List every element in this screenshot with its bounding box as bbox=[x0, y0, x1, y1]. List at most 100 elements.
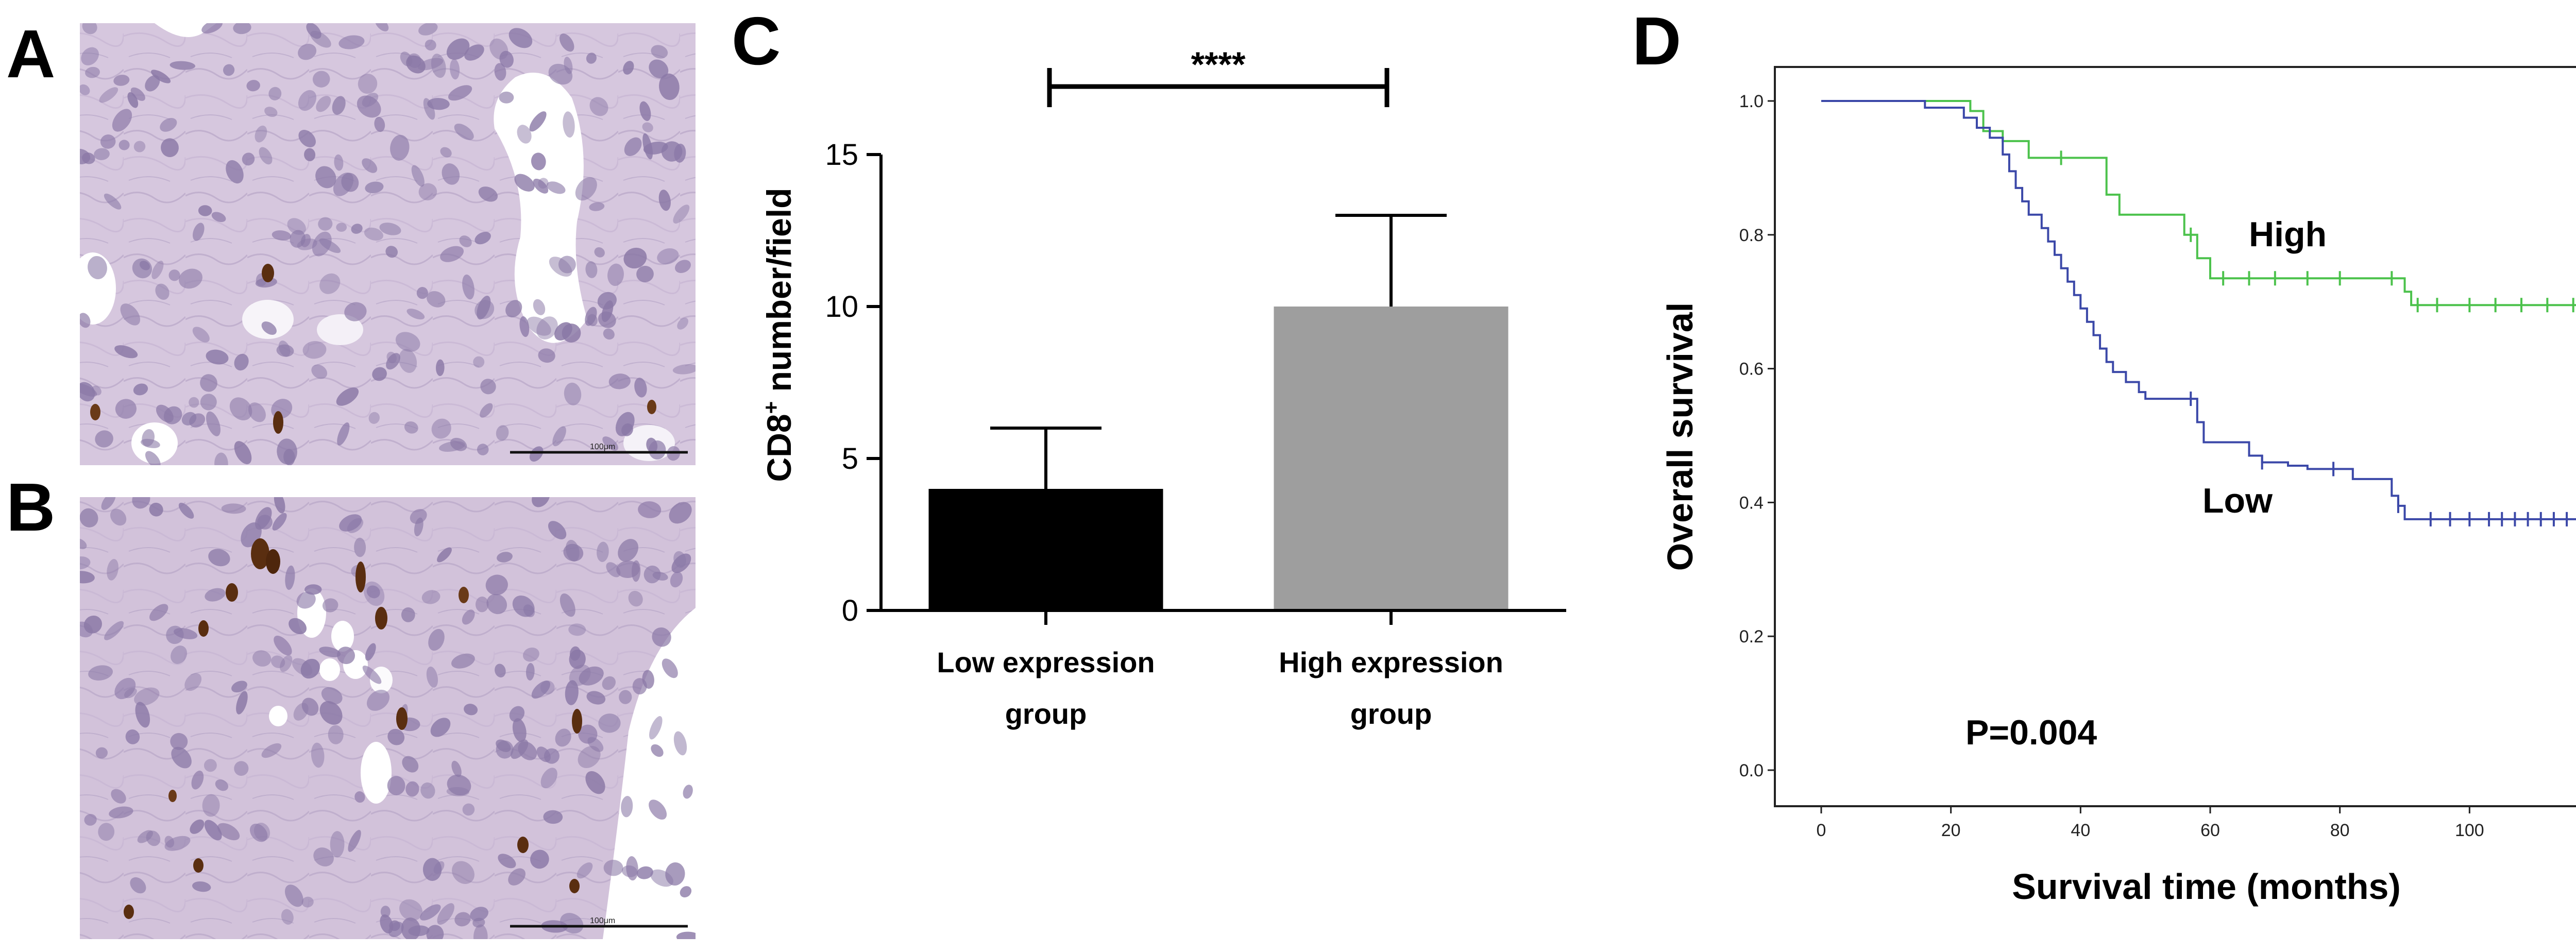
nucleus bbox=[399, 349, 417, 373]
nucleus bbox=[634, 378, 647, 398]
nucleus bbox=[538, 348, 555, 363]
nucleus bbox=[208, 549, 230, 567]
bar-series bbox=[928, 307, 1509, 610]
nucleus bbox=[639, 101, 651, 121]
nucleus bbox=[261, 321, 277, 335]
nucleus bbox=[585, 261, 598, 278]
nucleus bbox=[401, 607, 415, 622]
micrograph-b-lumen bbox=[603, 608, 696, 939]
nucleus bbox=[470, 907, 488, 922]
nucleus bbox=[623, 61, 634, 75]
nucleus bbox=[313, 847, 334, 866]
category-label-0-line-1: group bbox=[1005, 698, 1087, 730]
nucleus bbox=[261, 743, 282, 758]
nucleus bbox=[586, 53, 597, 64]
nucleus bbox=[643, 565, 661, 584]
nucleus bbox=[312, 71, 330, 88]
nucleus bbox=[319, 273, 341, 294]
y-tick-label-1: 5 bbox=[842, 442, 858, 475]
km-x-tick-label-2: 40 bbox=[2071, 821, 2090, 840]
nucleus bbox=[517, 125, 532, 144]
nucleus bbox=[427, 98, 450, 110]
nucleus bbox=[621, 796, 633, 818]
nucleus bbox=[88, 256, 107, 280]
stained-cell bbox=[647, 400, 656, 414]
nucleus bbox=[311, 742, 325, 768]
nucleus bbox=[586, 691, 606, 705]
nucleus bbox=[418, 23, 438, 36]
nucleus bbox=[527, 316, 551, 336]
nucleus bbox=[252, 650, 272, 667]
nucleus bbox=[440, 147, 452, 158]
nucleus bbox=[315, 166, 336, 189]
nucleus bbox=[298, 44, 317, 60]
nucleus bbox=[451, 760, 462, 777]
nucleus bbox=[202, 794, 220, 817]
nucleus bbox=[442, 163, 460, 185]
nucleus bbox=[161, 138, 179, 157]
nucleus bbox=[649, 59, 669, 79]
nucleus bbox=[485, 574, 508, 596]
y-axis-title-main: CD8 bbox=[760, 414, 798, 482]
micrograph-b-vacuole bbox=[269, 706, 287, 726]
nucleus bbox=[454, 912, 471, 927]
survival-y-axis-title: Overall survival bbox=[1660, 302, 1700, 571]
nucleus bbox=[316, 96, 331, 112]
nucleus bbox=[380, 914, 394, 934]
nucleus bbox=[83, 615, 102, 634]
nucleus bbox=[374, 116, 385, 132]
nucleus bbox=[114, 677, 136, 700]
nucleus bbox=[84, 814, 97, 826]
nucleus bbox=[191, 770, 204, 790]
nucleus bbox=[80, 538, 87, 549]
nucleus bbox=[598, 713, 621, 733]
nucleus bbox=[120, 303, 141, 326]
nucleus bbox=[337, 647, 355, 665]
nucleus bbox=[540, 680, 555, 695]
nucleus bbox=[133, 383, 148, 396]
nucleus bbox=[452, 861, 474, 884]
nucleus bbox=[401, 917, 421, 939]
nucleus bbox=[217, 823, 240, 841]
nucleus bbox=[284, 885, 303, 907]
panel-b-letter: B bbox=[6, 469, 55, 545]
nucleus bbox=[145, 75, 160, 92]
stained-cell bbox=[273, 411, 283, 434]
km-y-tick-label-4: 0.8 bbox=[1739, 226, 1764, 245]
nucleus bbox=[255, 507, 272, 530]
stained-cell bbox=[226, 583, 238, 602]
category-label-1-line-1: group bbox=[1350, 698, 1432, 730]
nucleus bbox=[416, 287, 428, 299]
nucleus bbox=[497, 552, 513, 563]
nucleus bbox=[151, 261, 164, 279]
nucleus bbox=[206, 411, 221, 436]
micrograph-b-nuclei bbox=[80, 497, 696, 939]
micrograph-a-vacuole bbox=[317, 314, 363, 345]
nucleus bbox=[114, 345, 138, 359]
nucleus bbox=[496, 739, 511, 752]
nucleus bbox=[496, 425, 509, 441]
nucleus bbox=[533, 299, 546, 315]
nucleus bbox=[568, 623, 586, 636]
nucleus bbox=[559, 33, 574, 52]
nucleus bbox=[558, 256, 576, 274]
nucleus bbox=[569, 646, 581, 661]
nucleus bbox=[462, 274, 474, 300]
nucleus bbox=[601, 300, 614, 322]
nucleus bbox=[405, 781, 419, 797]
nucleus bbox=[437, 547, 452, 563]
nucleus bbox=[234, 761, 249, 776]
nucleus bbox=[362, 665, 382, 684]
nucleus bbox=[464, 44, 484, 61]
nucleus bbox=[226, 160, 244, 184]
nucleus bbox=[189, 397, 199, 408]
nucleus bbox=[603, 328, 615, 340]
survival-curves bbox=[1821, 100, 2576, 526]
nucleus bbox=[498, 854, 516, 869]
nucleus bbox=[425, 39, 436, 51]
nucleus bbox=[193, 223, 205, 241]
nucleus bbox=[619, 690, 632, 704]
nucleus bbox=[125, 729, 140, 744]
nucleus bbox=[418, 183, 437, 200]
nucleus bbox=[676, 931, 696, 939]
